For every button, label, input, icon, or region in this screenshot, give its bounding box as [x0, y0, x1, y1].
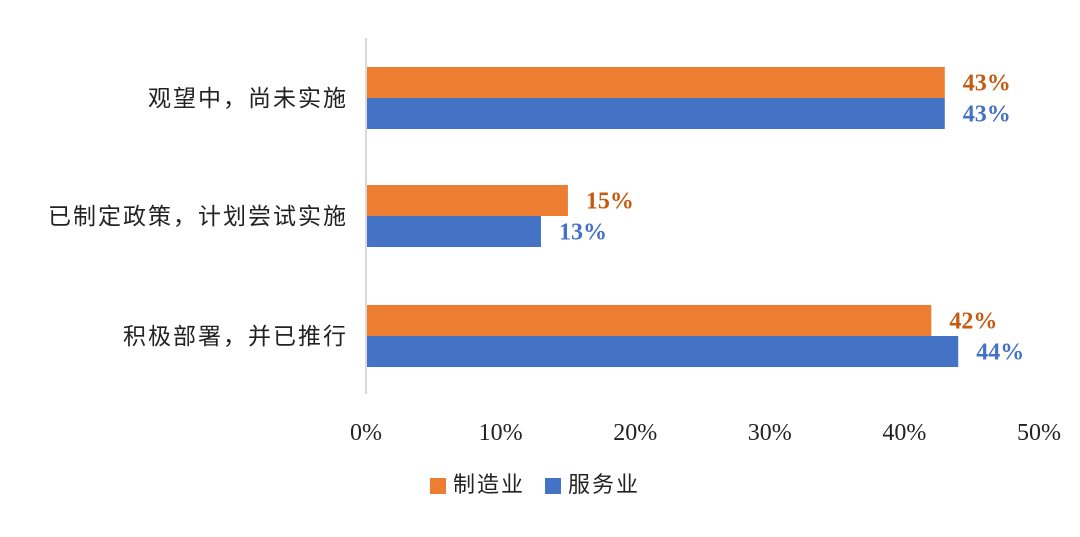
category-label-2: 积极部署，并已推行 [123, 324, 348, 350]
bar-manufacturing-2 [366, 305, 932, 336]
legend-label-manufacturing: 制造业 [453, 473, 525, 498]
data-label-services-0: 43% [963, 102, 1011, 128]
bar-services-2 [366, 336, 959, 367]
x-tick-label-3: 30% [748, 420, 792, 446]
x-tick-labels-group: 0% 10% 20% 30% 40% 50% [350, 420, 1061, 446]
data-label-manufacturing-2: 42% [949, 309, 997, 335]
legend-swatch-manufacturing [430, 478, 446, 494]
legend-swatch-services [545, 478, 561, 494]
x-tick-label-4: 40% [882, 420, 926, 446]
x-tick-label-5: 50% [1017, 420, 1061, 446]
legend-label-services: 服务业 [568, 473, 640, 498]
data-labels-group: 43% 43% 15% 13% 42% 44% [559, 71, 1024, 366]
data-label-manufacturing-0: 43% [963, 71, 1011, 97]
data-label-services-2: 44% [976, 340, 1024, 366]
x-tick-label-0: 0% [350, 420, 382, 446]
bar-services-0 [366, 98, 945, 129]
bar-services-1 [366, 216, 541, 247]
data-label-manufacturing-1: 15% [586, 189, 634, 215]
bar-manufacturing-0 [366, 67, 945, 98]
bars-group [366, 67, 959, 367]
data-label-services-1: 13% [559, 220, 607, 246]
legend: 制造业 服务业 [430, 473, 640, 498]
x-tick-label-2: 20% [613, 420, 657, 446]
bar-manufacturing-1 [366, 185, 568, 216]
category-label-0: 观望中，尚未实施 [148, 86, 348, 112]
category-label-1: 已制定政策，计划尝试实施 [48, 204, 348, 230]
x-tick-label-1: 10% [479, 420, 523, 446]
